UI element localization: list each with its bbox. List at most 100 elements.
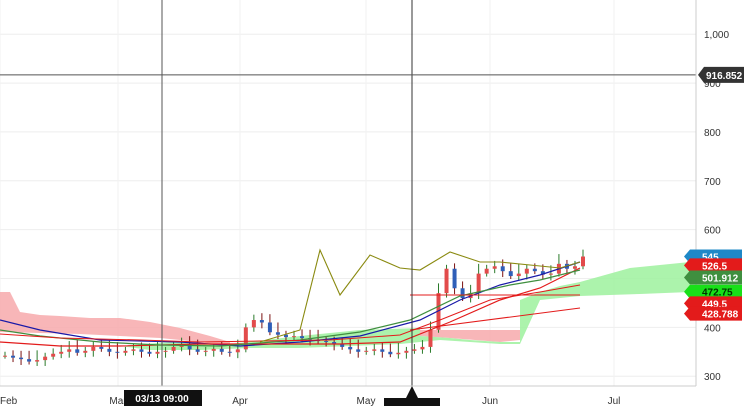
- candle[interactable]: [267, 314, 272, 336]
- candle[interactable]: [91, 341, 96, 357]
- crosshair-date-tag-text: 03/13 09:00: [135, 394, 189, 405]
- candle-body: [11, 355, 16, 358]
- candle[interactable]: [27, 350, 32, 365]
- candle[interactable]: [35, 350, 40, 366]
- candle-body: [91, 346, 96, 351]
- candle-body: [203, 350, 208, 352]
- candle-body: [67, 349, 72, 352]
- crosshair-pointer: [406, 386, 418, 398]
- candle[interactable]: [420, 340, 425, 354]
- candle[interactable]: [460, 281, 465, 301]
- crosshair-date-tag: 03/13 09:00: [124, 390, 202, 406]
- candle[interactable]: [203, 346, 208, 357]
- crosshair-price-tag-bg: [698, 66, 744, 83]
- candle-body: [123, 350, 128, 353]
- crosshair-price-tag-text: 916.852: [706, 71, 743, 82]
- candle-body: [516, 273, 521, 277]
- candle[interactable]: [43, 352, 48, 366]
- candle[interactable]: [508, 262, 513, 279]
- candle[interactable]: [75, 339, 80, 356]
- candle-body: [171, 346, 176, 351]
- candle-body: [259, 320, 264, 323]
- price-tag-text: 449.5: [702, 299, 727, 310]
- candle[interactable]: [492, 260, 497, 274]
- candle-body: [155, 351, 160, 354]
- candle-body: [3, 355, 7, 357]
- candle-body: [195, 349, 200, 352]
- candle[interactable]: [243, 323, 248, 353]
- cloud-bearish-2: [420, 330, 520, 342]
- crosshair-date-tag-2: [384, 398, 440, 406]
- price-tag-bg: [684, 306, 742, 321]
- candle[interactable]: [428, 321, 433, 353]
- price-tag: 428.788: [684, 306, 742, 321]
- candle[interactable]: [548, 265, 553, 281]
- candle-body: [460, 288, 465, 299]
- candle[interactable]: [3, 351, 7, 359]
- candle[interactable]: [251, 314, 256, 332]
- candle[interactable]: [388, 343, 393, 358]
- candle[interactable]: [171, 341, 176, 354]
- price-tag-text: 428.788: [702, 310, 739, 321]
- candle[interactable]: [67, 341, 72, 358]
- candle[interactable]: [107, 340, 112, 357]
- price-tag-bg: [684, 284, 742, 299]
- candle[interactable]: [484, 264, 489, 277]
- candle-body: [324, 341, 329, 343]
- candle[interactable]: [404, 346, 409, 359]
- candle-body: [348, 346, 353, 350]
- candle[interactable]: [412, 343, 417, 354]
- candle-body: [396, 352, 401, 355]
- candle-body: [372, 349, 377, 351]
- candle[interactable]: [396, 343, 401, 359]
- candle[interactable]: [581, 249, 585, 270]
- candle-body: [484, 268, 489, 274]
- candle[interactable]: [452, 263, 457, 295]
- candle-body: [380, 349, 385, 352]
- candle[interactable]: [59, 344, 64, 359]
- candle[interactable]: [123, 346, 128, 356]
- candle[interactable]: [364, 346, 369, 355]
- price-tag: 501.912: [684, 270, 742, 285]
- candle[interactable]: [19, 350, 24, 365]
- candle[interactable]: [524, 264, 529, 280]
- candle-body: [292, 336, 296, 338]
- trend-line: [409, 307, 581, 331]
- candle[interactable]: [516, 263, 521, 281]
- candle-body: [492, 266, 497, 269]
- candle[interactable]: [115, 342, 120, 359]
- candle[interactable]: [556, 254, 561, 277]
- candle[interactable]: [444, 264, 449, 298]
- candle[interactable]: [356, 339, 361, 358]
- candle[interactable]: [163, 346, 168, 358]
- price-tag-bg: [684, 270, 742, 285]
- candle[interactable]: [51, 348, 56, 360]
- candle[interactable]: [235, 339, 240, 359]
- candle[interactable]: [83, 346, 88, 358]
- candle[interactable]: [380, 342, 385, 358]
- y-tick-label: 600: [704, 226, 721, 237]
- y-tick-label: 900: [704, 79, 721, 90]
- candle-body: [243, 327, 248, 350]
- candle[interactable]: [372, 343, 377, 356]
- y-tick-label: 1,000: [704, 30, 729, 41]
- x-tick-label: Feb: [0, 396, 18, 406]
- cloud-bullish: [120, 262, 690, 350]
- x-tick-label: Jul: [608, 396, 621, 406]
- candle[interactable]: [324, 337, 329, 347]
- candle-body: [267, 322, 272, 333]
- candle[interactable]: [348, 338, 353, 354]
- x-tick-label: May: [357, 396, 376, 406]
- candle-body: [163, 350, 168, 352]
- candle[interactable]: [259, 313, 264, 329]
- price-tag: 526.5: [684, 258, 742, 273]
- y-tick-label: 300: [704, 372, 721, 383]
- candle-body: [428, 329, 433, 347]
- candle[interactable]: [436, 283, 441, 333]
- candle-body: [147, 351, 152, 354]
- price-tag-bg: [684, 258, 742, 273]
- candle-body: [83, 350, 88, 353]
- candle[interactable]: [11, 350, 16, 363]
